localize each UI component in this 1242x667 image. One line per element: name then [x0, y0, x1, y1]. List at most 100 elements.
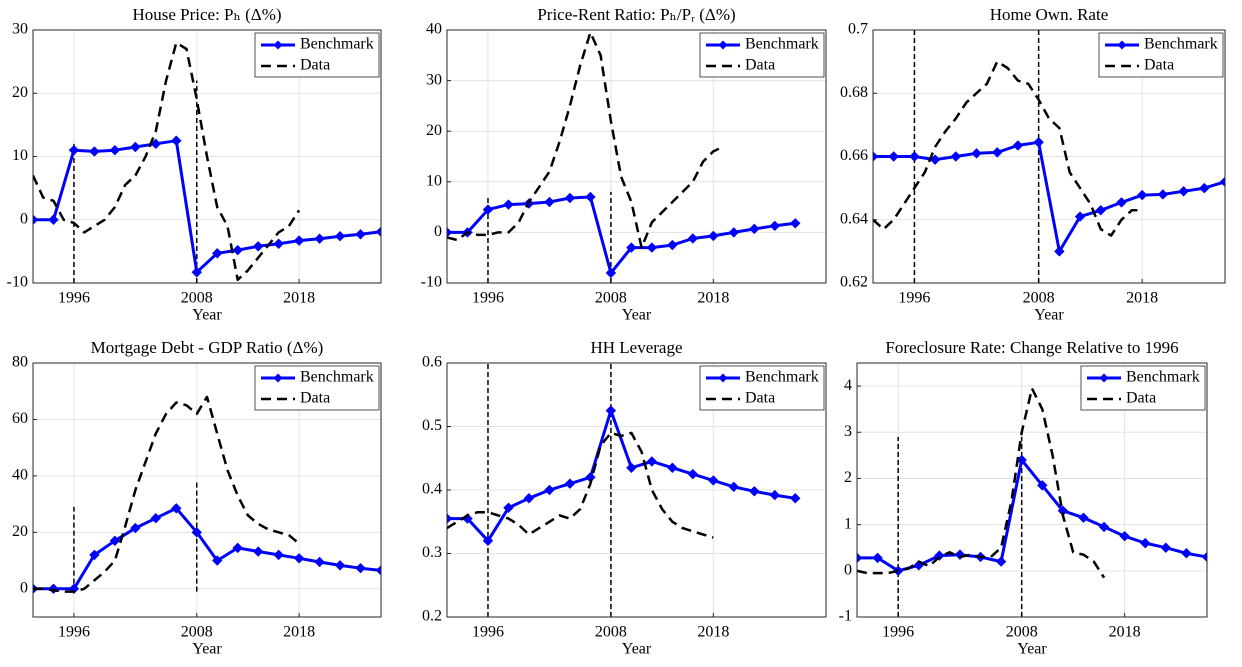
marker [1181, 548, 1192, 559]
y-tick-label: 0 [20, 210, 28, 227]
data-line [857, 387, 1106, 579]
legend-label: Data [300, 390, 330, 407]
y-tick-label: 0 [844, 561, 852, 578]
plot-content [447, 363, 801, 617]
marker [769, 489, 780, 501]
panel: 1996 2008 2018 0 20 40 60 80 Mortgage Debt - GDP… [12, 338, 382, 658]
y-tick-label: 2 [844, 469, 852, 486]
marker [564, 192, 576, 204]
legend-label: Data [745, 57, 775, 74]
marker [1054, 246, 1065, 257]
marker [447, 227, 453, 238]
marker [857, 552, 863, 564]
y-tick-label: 0.2 [422, 608, 442, 625]
marker [293, 235, 305, 246]
marker [130, 522, 141, 534]
marker [1095, 205, 1106, 216]
x-tick-label: 2018 [1126, 290, 1158, 307]
legend-marker [1117, 40, 1127, 50]
legend-label: Benchmark [300, 369, 374, 386]
x-tick-label: 2018 [697, 290, 729, 307]
panel: 1996 2008 2018 -10 0 10 20 30 40 Price-Rent Ratio… [421, 5, 827, 324]
plot-content [33, 41, 381, 283]
marker [626, 242, 637, 253]
marker [1074, 211, 1086, 222]
legend-marker [273, 373, 283, 383]
marker [150, 138, 162, 150]
y-tick-label: 0 [20, 579, 28, 596]
marker [646, 242, 658, 253]
marker [687, 233, 699, 244]
y-tick-label: 0.62 [840, 274, 868, 291]
chart-title: House Price: Pₕ (Δ%) [132, 5, 281, 24]
marker [708, 475, 719, 486]
legend-box [254, 365, 380, 411]
chart-title: Mortgage Debt - GDP Ratio (Δ%) [91, 338, 324, 357]
marker [252, 546, 264, 557]
marker [749, 223, 760, 235]
marker [314, 556, 325, 568]
x-tick-label: 2018 [697, 624, 729, 641]
marker [1136, 189, 1148, 201]
x-tick-label: 1996 [58, 624, 90, 641]
marker [334, 230, 346, 242]
y-tick-label: 0.64 [840, 210, 868, 227]
marker [375, 565, 381, 576]
chart-title: HH Leverage [590, 338, 682, 357]
marker [130, 141, 141, 153]
marker [909, 151, 920, 162]
x-tick-label: 2018 [1109, 624, 1141, 641]
marker [89, 146, 100, 157]
legend-label: Benchmark [1126, 369, 1200, 386]
x-tick-label: 2008 [595, 290, 627, 307]
marker [150, 513, 162, 524]
legend-marker [718, 373, 728, 383]
marker [232, 542, 243, 554]
marker [1201, 551, 1207, 563]
plot-content [447, 31, 801, 283]
y-tick-label: -10 [7, 274, 28, 291]
marker [212, 248, 223, 259]
plot-content [857, 387, 1207, 617]
x-axis-label: Year [622, 641, 652, 658]
marker [667, 462, 678, 473]
marker [482, 204, 494, 215]
x-tick-label: 2008 [181, 290, 213, 307]
panel: 1996 2008 2018 -10 0 10 20 30 House Price: Pₕ (Δ… [7, 5, 382, 324]
marker [252, 241, 264, 252]
marker [273, 549, 284, 561]
plot-content [873, 30, 1225, 283]
legend-label: Data [1144, 57, 1174, 74]
marker [564, 478, 576, 489]
marker [950, 151, 962, 162]
marker [171, 503, 182, 514]
marker [1116, 197, 1127, 208]
x-axis-label: Year [192, 641, 222, 658]
marker [447, 513, 453, 524]
marker [1199, 182, 1210, 194]
marker [1160, 542, 1172, 553]
y-tick-label: 0.66 [840, 147, 868, 164]
legend-label: Benchmark [745, 36, 819, 53]
marker [1140, 537, 1151, 549]
y-tick-label: 20 [12, 84, 28, 101]
marker [334, 560, 346, 571]
marker [585, 191, 596, 203]
marker [646, 456, 658, 467]
panel: 1996 2008 2018 -1 0 1 2 3 4 Foreclosure Rate: Cha… [839, 338, 1208, 658]
y-tick-label: 20 [426, 122, 442, 139]
x-tick-label: 2018 [283, 624, 315, 641]
chart-title: Home Own. Rate [990, 5, 1109, 24]
y-tick-label: 0.5 [422, 417, 442, 434]
marker [1012, 140, 1024, 151]
y-tick-label: 0.7 [848, 21, 868, 38]
marker [1037, 480, 1048, 491]
legend-marker [718, 40, 728, 50]
y-tick-label: 10 [426, 172, 442, 189]
marker [872, 552, 883, 564]
x-tick-label: 2008 [181, 624, 213, 641]
y-tick-label: 20 [12, 523, 28, 540]
x-tick-label: 2008 [1023, 290, 1055, 307]
marker [971, 148, 982, 159]
marker [728, 481, 740, 493]
